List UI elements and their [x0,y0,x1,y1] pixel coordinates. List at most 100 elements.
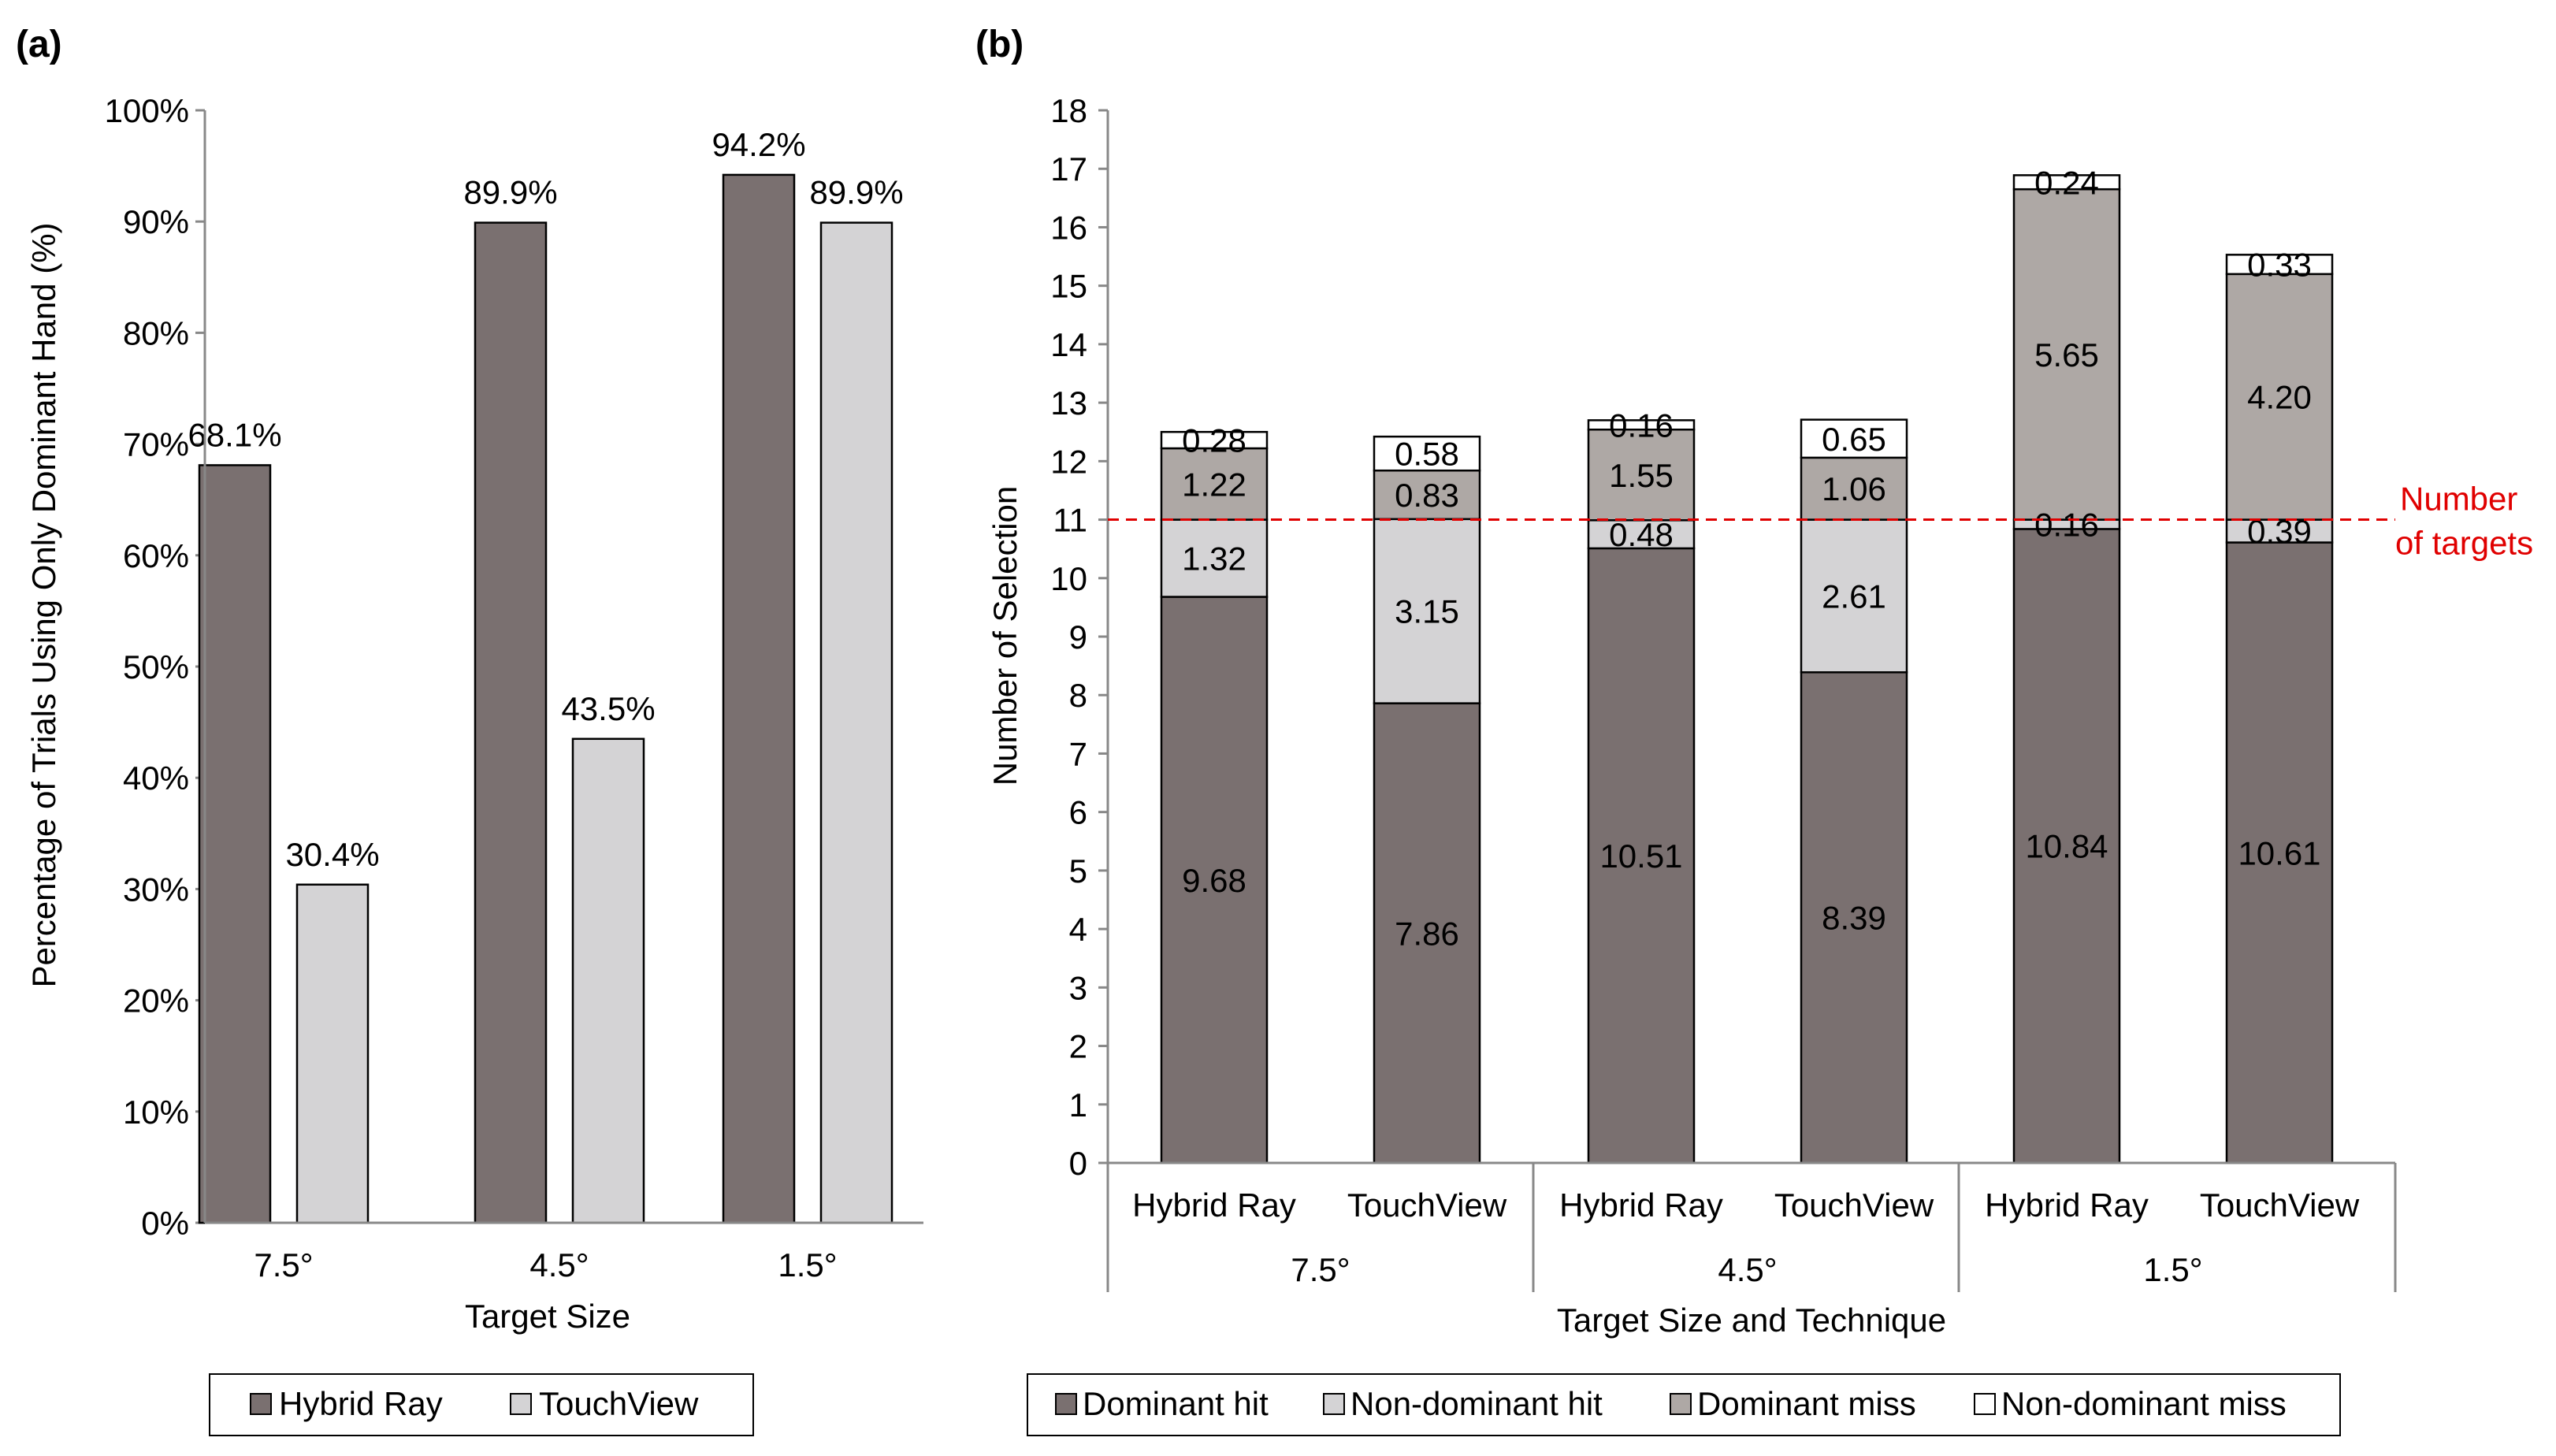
x-technique-label: TouchView [1774,1187,1934,1224]
segment-label-non-dominant-miss-1: 0.58 [1395,436,1459,473]
y-tick-label: 60% [123,537,189,574]
segment-non-dominant-hit-2 [1587,519,1696,550]
panel-b-chart: (b) Number of Selection 0123456789101112… [975,24,2533,1436]
y-tick-label: 40% [123,760,189,797]
segment-label-non-dominant-miss-0: 0.28 [1182,422,1246,459]
segment-label-non-dominant-hit-1: 3.15 [1395,593,1459,630]
y-tick-label: 17 [1050,150,1087,188]
y-tick-label: 100% [105,92,189,129]
panel-b-x-axis-title: Target Size and Technique [1557,1302,1946,1339]
y-tick-label: 3 [1069,969,1087,1006]
x-group-label: 7.5° [1291,1251,1350,1288]
y-tick-label: 13 [1050,384,1087,422]
panel-a-legend: Hybrid Ray TouchView [209,1373,754,1436]
panel-a-y-ticks: 0% 10% 20% 30% 40% 50% 60% 70% 80% 90% 100% [105,92,205,1242]
bar-hybrid-ray-7-5 [198,464,272,1224]
bar-hybrid-ray-4-5 [474,221,548,1224]
segment-label-non-dominant-hit-2: 0.48 [1609,516,1674,553]
y-tick-label: 5 [1069,852,1087,890]
segment-non-dominant-miss-5 [2225,254,2334,276]
segment-label-dominant-miss-2: 1.55 [1609,457,1674,494]
panel-b-bars [1160,174,2334,1164]
legend-label-non-dominant-miss: Non-dominant miss [2001,1385,2287,1422]
segment-non-dominant-miss-4 [2012,174,2121,191]
panel-a-x-axis-title: Target Size [465,1298,630,1335]
x-group-label: 1.5° [2143,1251,2202,1288]
y-tick-label: 0% [141,1205,189,1242]
legend-label-dominant-miss: Dominant miss [1697,1385,1916,1422]
y-tick-label: 4 [1069,911,1087,948]
legend-label-hybrid-ray: Hybrid Ray [279,1385,443,1422]
segment-label-dominant-hit-5: 10.61 [2238,834,2320,871]
panel-b-x-categories: Hybrid Ray TouchView Hybrid Ray TouchView Hy… [1106,1163,2397,1292]
y-tick-label: 10% [123,1094,189,1131]
reference-line-label-2: of targets [2395,525,2533,562]
y-tick-label: 30% [123,871,189,908]
y-tick-label: 7 [1069,735,1087,772]
legend-label-non-dominant-hit: Non-dominant hit [1350,1385,1603,1422]
segment-dominant-hit-0 [1160,596,1269,1164]
y-tick-label: 18 [1050,92,1087,129]
data-label-hybrid-ray-7-5: 68.1% [188,416,281,453]
panel-b-legend: Dominant hit Non-dominant hit Dominant m… [1027,1373,2341,1436]
x-tick-label: 7.5° [254,1246,313,1283]
legend-swatch-non-dominant-miss [1974,1393,1996,1415]
segment-label-dominant-hit-2: 10.51 [1599,838,1682,875]
y-tick-label: 14 [1050,326,1087,363]
legend-swatch-dominant-hit [1055,1393,1077,1415]
segment-non-dominant-hit-0 [1160,518,1269,598]
segment-label-dominant-hit-0: 9.68 [1182,862,1246,899]
segment-label-non-dominant-hit-3: 2.61 [1822,578,1886,615]
bar-touchview-1-5 [819,221,893,1224]
legend-swatch-touchview [510,1393,532,1415]
panel-b-y-axis-title: Number of Selection [986,486,1024,786]
segment-dominant-miss-4 [2012,188,2121,521]
legend-label-touchview: TouchView [539,1385,699,1422]
x-technique-label: Hybrid Ray [1985,1187,2149,1224]
panel-a-chart: (a) Percentage of Trials Using Only Domi… [16,24,923,1436]
segment-label-non-dominant-hit-4: 0.16 [2034,506,2099,543]
panel-a-bars [198,173,893,1224]
legend-label-dominant-hit: Dominant hit [1083,1385,1269,1422]
segment-label-dominant-hit-1: 7.86 [1395,915,1459,952]
segment-non-dominant-hit-1 [1373,518,1481,704]
y-tick-label: 90% [123,203,189,240]
segment-dominant-miss-0 [1160,447,1269,521]
segment-label-non-dominant-miss-3: 0.65 [1822,421,1886,458]
y-tick-label: 80% [123,314,189,351]
segment-label-non-dominant-hit-0: 1.32 [1182,540,1246,578]
segment-non-dominant-miss-1 [1373,435,1481,472]
segment-label-dominant-hit-4: 10.84 [2025,828,2108,865]
segment-label-dominant-miss-4: 5.65 [2034,336,2099,373]
panel-a-x-ticks: 7.5° 4.5° 1.5° [254,1246,837,1283]
panel-b-label: (b) [975,24,1024,65]
reference-line-label: Number [2400,481,2517,518]
x-group-label: 4.5° [1718,1251,1777,1288]
y-tick-label: 12 [1050,443,1087,480]
y-tick-label: 10 [1050,560,1087,597]
segment-label-dominant-miss-0: 1.22 [1182,466,1246,503]
x-technique-label: TouchView [1347,1187,1507,1224]
legend-swatch-hybrid-ray [250,1393,272,1415]
segment-dominant-hit-3 [1800,671,1908,1164]
segment-non-dominant-miss-3 [1800,418,1908,459]
y-tick-label: 11 [1053,502,1087,539]
data-label-touchview-7-5: 30.4% [285,836,379,873]
segment-non-dominant-miss-2 [1587,419,1696,431]
data-label-touchview-1-5: 89.9% [809,174,903,211]
y-tick-label: 16 [1050,209,1087,246]
legend-swatch-dominant-miss [1670,1393,1692,1415]
x-technique-label: TouchView [2200,1187,2360,1224]
data-label-hybrid-ray-1-5: 94.2% [711,126,805,163]
y-tick-label: 20% [123,982,189,1020]
bar-touchview-4-5 [571,737,645,1224]
y-tick-label: 8 [1069,677,1087,714]
bar-touchview-7-5 [295,883,370,1224]
panel-a-data-labels: 68.1%89.9%94.2%30.4%43.5%89.9% [188,126,903,873]
panel-a-legend-frame [209,1373,754,1436]
y-tick-label: 50% [123,648,189,685]
x-technique-label: Hybrid Ray [1132,1187,1296,1224]
panel-a-label: (a) [16,24,62,65]
y-tick-label: 15 [1050,268,1087,305]
